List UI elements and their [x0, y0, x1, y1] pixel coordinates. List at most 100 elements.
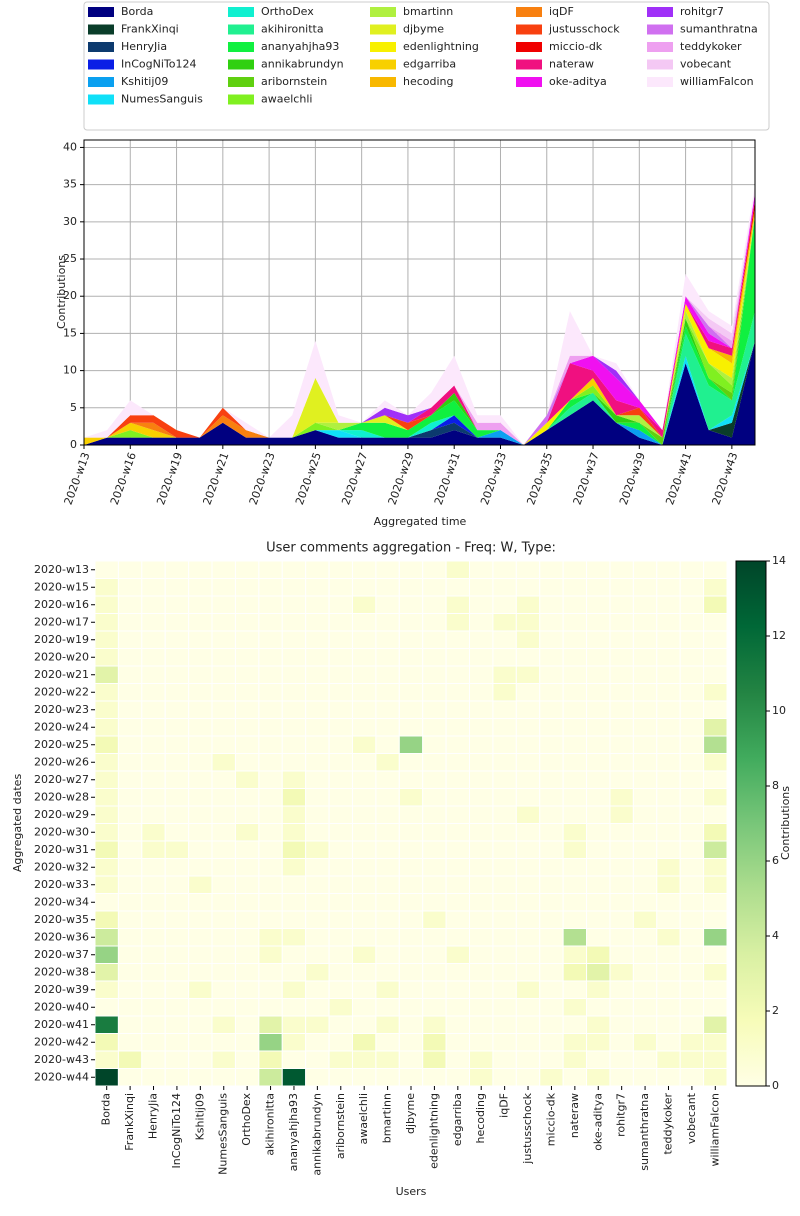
heatmap-cell: [679, 630, 705, 649]
heatmap-cell: [703, 595, 728, 614]
heatmap-cell: [94, 1015, 119, 1034]
heatmap-cell: [305, 928, 330, 947]
heatmap-cell: [211, 700, 236, 719]
heatmap-cell: [679, 648, 705, 667]
heatmap-cell: [211, 840, 236, 859]
heatmap-cell: [422, 928, 447, 947]
heatmap-cell: [258, 665, 283, 684]
heatmap-cell: [586, 893, 611, 912]
heatmap-cell: [445, 1050, 471, 1069]
x-tick-label: sumanthratna: [638, 1093, 651, 1171]
heatmap-cell: [562, 928, 588, 947]
heatmap-cell: [703, 613, 728, 632]
heatmap-cell: [469, 700, 494, 719]
heatmap-cell: [328, 823, 353, 842]
heatmap-cell: [351, 665, 377, 684]
heatmap-cell: [515, 770, 541, 789]
heatmap-cell: [586, 683, 611, 702]
heatmap-cell: [234, 1050, 260, 1069]
heatmap-cell: [188, 700, 213, 719]
heatmap-cell: [211, 998, 236, 1017]
heatmap-cell: [679, 998, 705, 1017]
heatmap-cell: [679, 718, 705, 737]
heatmap-cell: [281, 735, 307, 754]
y-tick-label: 2020-w16: [34, 598, 89, 611]
heatmap-cell: [305, 753, 330, 772]
heatmap-cell: [422, 665, 447, 684]
heatmap-cell: [234, 928, 260, 947]
heatmap-cell: [141, 700, 166, 719]
heatmap-cell: [141, 735, 166, 754]
heatmap-cell: [492, 893, 517, 912]
heatmap-cell: [351, 1033, 377, 1052]
heatmap-cell: [515, 1015, 541, 1034]
heatmap-cell: [609, 560, 634, 579]
heatmap-cell: [679, 928, 705, 947]
heatmap-cell: [656, 665, 681, 684]
heatmap-cell: [398, 1015, 424, 1034]
heatmap-cell: [305, 578, 330, 597]
heatmap-cell: [281, 875, 307, 894]
heatmap-cell: [94, 578, 119, 597]
heatmap-cell: [94, 998, 119, 1017]
heatmap-cell: [211, 893, 236, 912]
y-tick-label: 2020-w20: [34, 650, 89, 663]
heatmap-cell: [609, 665, 634, 684]
heatmap-cell: [188, 1033, 213, 1052]
heatmap-cell: [328, 910, 353, 929]
heatmap-cell: [586, 980, 611, 999]
legend-label: OrthoDex: [261, 5, 314, 18]
heatmap-cell: [632, 998, 658, 1017]
heatmap-cell: [188, 998, 213, 1017]
legend-label: miccio-dk: [549, 40, 603, 53]
heatmap-cell: [328, 700, 353, 719]
heatmap-cell: [305, 595, 330, 614]
heatmap-cell: [703, 718, 728, 737]
heatmap-cell: [515, 1033, 541, 1052]
heatmap-cell: [164, 700, 190, 719]
heatmap-cell: [469, 718, 494, 737]
heatmap-cell: [211, 578, 236, 597]
heatmap-cell: [375, 648, 400, 667]
heatmap-cell: [515, 560, 541, 579]
heatmap-cell: [492, 1050, 517, 1069]
heatmap-cell: [492, 648, 517, 667]
y-tick-label: 2020-w44: [34, 1070, 89, 1083]
x-tick-label: miccio-dk: [544, 1092, 557, 1146]
heatmap-cell: [469, 735, 494, 754]
heatmap-cell: [141, 578, 166, 597]
heatmap-cell: [117, 840, 143, 859]
heatmap-cell: [375, 718, 400, 737]
heatmap-cell: [94, 560, 119, 579]
heatmap-cell: [234, 753, 260, 772]
y-tick-label: 30: [63, 215, 77, 228]
heatmap-cell: [375, 700, 400, 719]
heatmap-cell: [586, 858, 611, 877]
heatmap-cell: [234, 1068, 260, 1087]
heatmap-cell: [445, 560, 471, 579]
heatmap-cell: [398, 805, 424, 824]
heatmap-cell: [188, 770, 213, 789]
heatmap-cell: [422, 613, 447, 632]
x-tick-label: FrankXinqi: [123, 1093, 136, 1151]
heatmap-cell: [258, 910, 283, 929]
heatmap-cell: [281, 613, 307, 632]
legend-label: iqDF: [549, 5, 574, 18]
heatmap-cell: [539, 945, 564, 964]
heatmap-cell: [258, 875, 283, 894]
heatmap-cell: [586, 945, 611, 964]
heatmap-cell: [164, 770, 190, 789]
heatmap-cell: [656, 1050, 681, 1069]
heatmap-cell: [188, 560, 213, 579]
x-axis-label: Aggregated time: [374, 515, 467, 528]
heatmap-cell: [469, 805, 494, 824]
heatmap-cell: [281, 893, 307, 912]
heatmap-cell: [422, 875, 447, 894]
heatmap-cell: [188, 945, 213, 964]
heatmap-cell: [281, 945, 307, 964]
heatmap-cell: [632, 945, 658, 964]
heatmap-cell: [305, 910, 330, 929]
heatmap-cell: [351, 560, 377, 579]
heatmap-cell: [398, 578, 424, 597]
